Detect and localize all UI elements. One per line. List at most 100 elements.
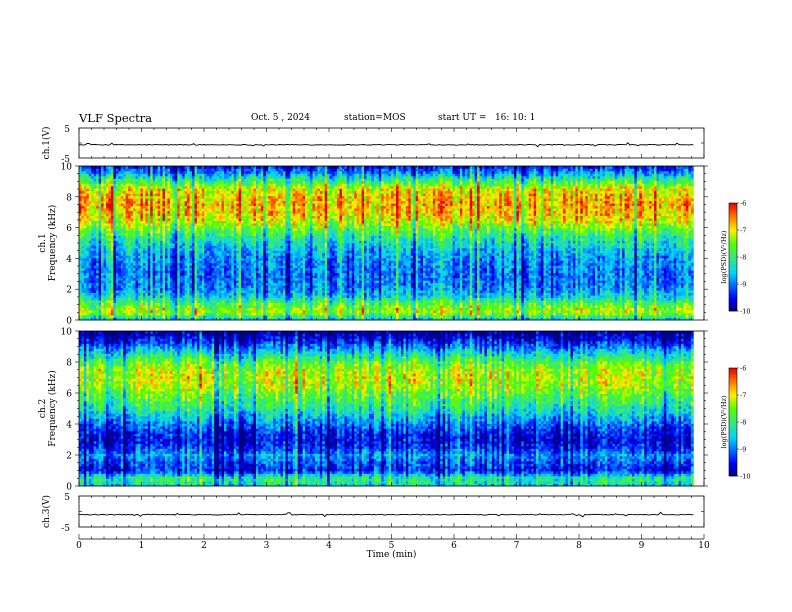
ch1-colorbar-swatch [729,302,737,304]
ch2-colorbar-swatch [729,413,737,415]
ch1-colorbar-swatch [729,207,737,209]
ch1-colorbar-swatch [729,289,737,291]
ch2-colorbar-swatch [729,431,737,433]
ch1-colorbar-swatch [729,230,737,232]
ch1-spectrogram-ylabel-frequency: Frequency (kHz) [47,205,58,282]
time-axis-tick-label: 4 [326,541,332,551]
ch2-colorbar-tick-label: -7 [740,392,746,400]
ch1-colorbar-swatch [729,205,737,207]
time-axis-tick-label: 8 [576,541,582,551]
ch1-colorbar-swatch [729,239,737,241]
ch1-colorbar-swatch [729,259,737,261]
ch1-spectrogram-ylabel-channel: ch.1 [38,233,48,252]
ch2-colorbar-swatch [729,397,737,399]
ch1-colorbar-swatch [729,253,737,255]
ch2-colorbar-swatch [729,382,737,384]
ch2-colorbar-swatch [729,454,737,456]
ch1-colorbar-swatch [729,228,737,230]
ch2-colorbar-swatch [729,388,737,390]
ch2-colorbar-swatch [729,395,737,397]
ch1-waveform-trace [79,143,693,147]
ch2-colorbar-swatch [729,379,737,381]
ch2-colorbar-swatch [729,438,737,440]
ch2-colorbar-swatch [729,399,737,401]
time-axis-label: Time (min) [367,549,417,560]
ch1-colorbar-tick-label: -7 [740,227,746,235]
ch2-colorbar-swatch [729,471,737,473]
ch2-colorbar-swatch [729,469,737,471]
ch1-colorbar-swatch [729,300,737,302]
ch2-spectrogram-ytick-label: 8 [66,359,72,369]
ch2-colorbar-tick-label: -6 [740,365,746,373]
ch1-colorbar-swatch [729,268,737,270]
time-axis-tick-label: 0 [76,541,82,551]
ch1-spectrogram-ytick-label: 2 [66,286,72,296]
ch1-colorbar-swatch [729,271,737,273]
ch1-colorbar-swatch [729,277,737,279]
ch2-colorbar-swatch [729,373,737,375]
ch2-colorbar-swatch [729,404,737,406]
ch1-colorbar-swatch [729,262,737,264]
ch1-colorbar-swatch [729,244,737,246]
ch2-colorbar-swatch [729,453,737,455]
ch1-colorbar-swatch [729,304,737,306]
ch2-colorbar-swatch [729,436,737,438]
ch2-spectrogram-ylabel-channel: ch.2 [38,399,48,418]
ch1-colorbar-swatch [729,293,737,295]
ch1-colorbar-swatch [729,264,737,266]
ch2-colorbar-swatch [729,391,737,393]
ch2-colorbar-swatch [729,370,737,372]
ch1-colorbar-swatch [729,208,737,210]
ch1-colorbar-swatch [729,284,737,286]
ch1-colorbar-swatch [729,243,737,245]
ch2-colorbar-swatch [729,409,737,411]
ch1-waveform-ylabel: ch.1(V) [41,127,52,160]
ch2-colorbar-swatch [729,462,737,464]
ch3-waveform-ylabel: ch.3(V) [41,495,52,528]
ch2-spectrogram-ytick-label: 2 [66,452,72,462]
ch1-spectrogram-ytick-label: 10 [61,163,73,173]
ch1-colorbar-swatch [729,257,737,259]
ch2-colorbar-swatch [729,456,737,458]
ch2-colorbar-swatch [729,381,737,383]
ch2-colorbar-swatch [729,433,737,435]
ch1-colorbar-swatch [729,248,737,250]
ch1-colorbar-swatch [729,252,737,254]
ch1-colorbar-swatch [729,280,737,282]
ch1-colorbar-swatch [729,279,737,281]
ch1-colorbar-swatch [729,261,737,263]
ch1-waveform-frame [79,128,704,158]
ch1-colorbar-swatch [729,297,737,299]
ch2-colorbar-swatch [729,406,737,408]
ch2-colorbar-swatch [729,449,737,451]
time-axis-tick-label: 7 [514,541,520,551]
ch2-colorbar-swatch [729,442,737,444]
ch1-colorbar-tick-label: -6 [740,200,746,208]
ch1-colorbar-swatch [729,241,737,243]
time-axis-tick-label: 3 [264,541,270,551]
ch1-colorbar-swatch [729,210,737,212]
ch1-colorbar-swatch [729,232,737,234]
ch1-colorbar-swatch [729,216,737,218]
ch1-colorbar-swatch [729,235,737,237]
ch3-waveform-panel: 5-5ch.3(V) [41,493,704,534]
ch2-spectrogram-ytick-label: 6 [66,390,72,400]
ch2-colorbar-swatch [729,467,737,469]
ch2-colorbar-swatch [729,400,737,402]
ch1-waveform-ytick-label: 5 [64,125,70,135]
ch1-colorbar-swatch [729,250,737,252]
ch2-colorbar-swatch [729,418,737,420]
ch1-colorbar-swatch [729,288,737,290]
ch1-colorbar-swatch [729,219,737,221]
ch2-colorbar-swatch [729,463,737,465]
ch2-colorbar-label: log(PSD)(V²/Hz) [720,395,728,448]
ch2-colorbar-swatch [729,417,737,419]
ch1-colorbar-swatch [729,234,737,236]
ch1-colorbar-tick-label: -8 [740,254,746,262]
ch2-colorbar-swatch [729,384,737,386]
ch1-colorbar-swatch [729,282,737,284]
time-axis-tick-label: 2 [201,541,207,551]
ch2-colorbar-tick-label: -8 [740,419,746,427]
